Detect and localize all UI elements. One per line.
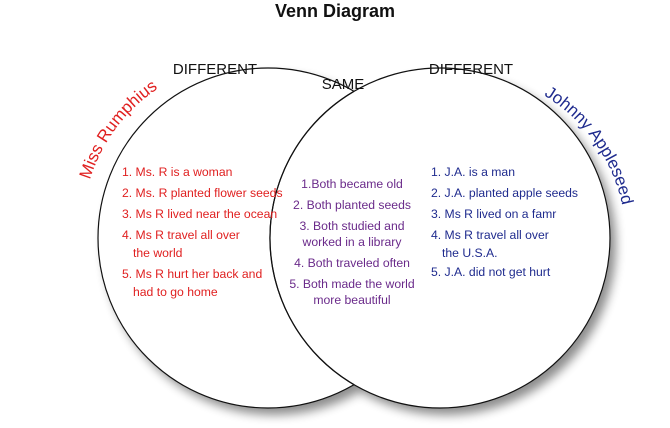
left-item-3: 3. Ms R lived near the ocean bbox=[122, 207, 277, 221]
right-item-1: 1. J.A. is a man bbox=[431, 165, 515, 179]
center-item-5-line-2: more beautiful bbox=[313, 293, 390, 307]
left-item-3-line-1: 3. Ms R lived near the ocean bbox=[122, 207, 277, 221]
left-header: DIFFERENT bbox=[173, 61, 257, 78]
right-item-5-line-1: 5. J.A. did not get hurt bbox=[431, 265, 551, 279]
center-item-4-line-1: 4. Both traveled often bbox=[294, 256, 410, 270]
right-item-3: 3. Ms R lived on a famr bbox=[431, 207, 556, 221]
center-item-1: 1.Both became old bbox=[301, 177, 403, 191]
left-item-1: 1. Ms. R is a woman bbox=[122, 165, 232, 179]
center-header: SAME bbox=[322, 76, 365, 93]
center-item-3: 3. Both studied and worked in a library bbox=[299, 219, 404, 249]
left-item-2: 2. Ms. R planted flower seeds bbox=[122, 186, 283, 200]
left-item-4-line-1: 4. Ms R travel all over bbox=[122, 228, 240, 242]
right-item-2: 2. J.A. planted apple seeds bbox=[431, 186, 578, 200]
right-item-4: 4. Ms R travel all over the U.S.A. bbox=[431, 228, 549, 260]
center-item-3-line-2: worked in a library bbox=[302, 235, 403, 249]
center-item-2-line-1: 2. Both planted seeds bbox=[293, 198, 411, 212]
left-item-4: 4. Ms R travel all over the world bbox=[122, 228, 240, 260]
center-item-1-line-1: 1.Both became old bbox=[301, 177, 403, 191]
right-item-4-line-1: 4. Ms R travel all over bbox=[431, 228, 549, 242]
diagram-title: Venn Diagram bbox=[275, 1, 395, 21]
left-item-1-line-1: 1. Ms. R is a woman bbox=[122, 165, 232, 179]
right-item-1-line-1: 1. J.A. is a man bbox=[431, 165, 515, 179]
right-circle-arc-overlap bbox=[269, 90, 355, 386]
left-item-2-line-1: 2. Ms. R planted flower seeds bbox=[122, 186, 283, 200]
left-item-5: 5. Ms R hurt her back and had to go home bbox=[122, 267, 262, 299]
left-item-4-line-2: the world bbox=[133, 246, 182, 260]
center-item-5-line-1: 5. Both made the world bbox=[289, 277, 414, 291]
right-header: DIFFERENT bbox=[429, 61, 513, 78]
center-item-2: 2. Both planted seeds bbox=[293, 198, 411, 212]
similarities-list: 1.Both became old 2. Both planted seeds 3.… bbox=[289, 177, 414, 307]
left-item-5-line-1: 5. Ms R hurt her back and bbox=[122, 267, 262, 281]
left-differences-list: 1. Ms. R is a woman 2. Ms. R planted flow… bbox=[122, 165, 283, 299]
right-differences-list: 1. J.A. is a man 2. J.A. planted apple se… bbox=[431, 165, 578, 279]
right-item-2-line-1: 2. J.A. planted apple seeds bbox=[431, 186, 578, 200]
right-item-3-line-1: 3. Ms R lived on a famr bbox=[431, 207, 556, 221]
center-item-4: 4. Both traveled often bbox=[294, 256, 410, 270]
center-item-5: 5. Both made the world more beautiful bbox=[289, 277, 414, 307]
left-item-5-line-2: had to go home bbox=[133, 285, 218, 299]
right-item-4-line-2: the U.S.A. bbox=[442, 246, 498, 260]
center-item-3-line-1: 3. Both studied and bbox=[299, 219, 404, 233]
right-item-5: 5. J.A. did not get hurt bbox=[431, 265, 551, 279]
